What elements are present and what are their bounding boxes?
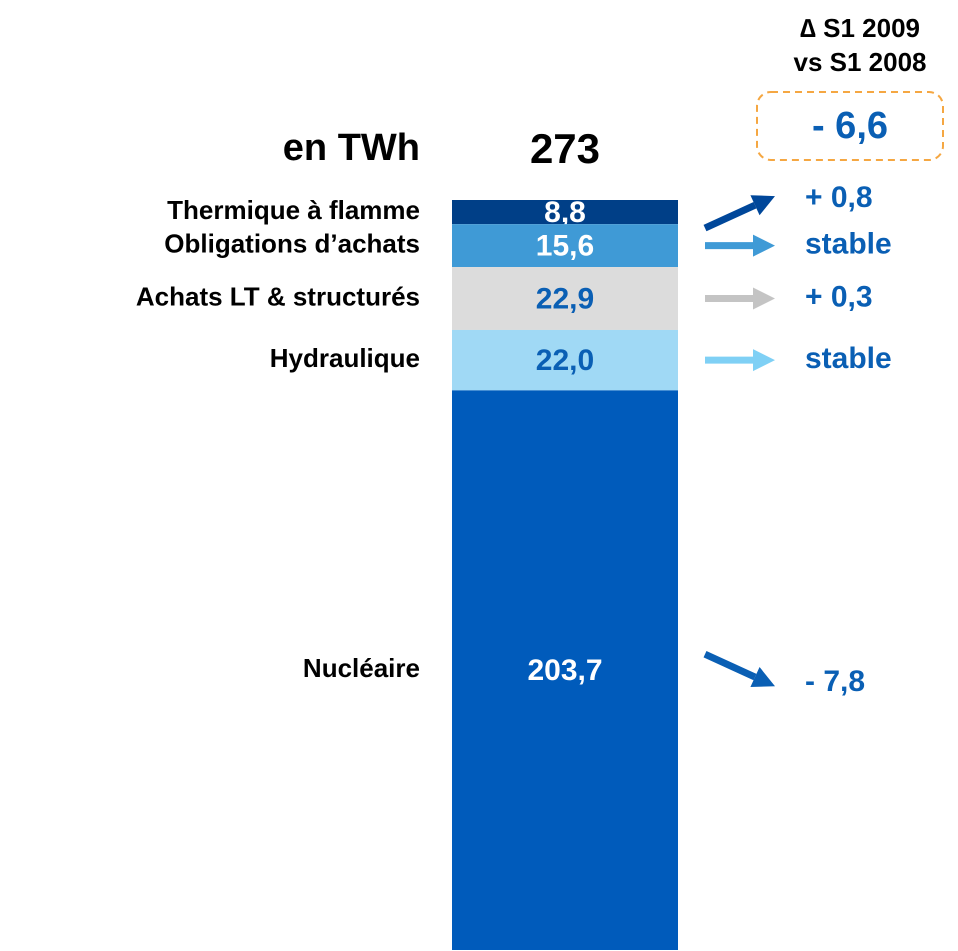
category-label: Thermique à flamme	[167, 195, 420, 225]
delta-arrow	[703, 651, 757, 681]
category-label: Nucléaire	[303, 653, 420, 683]
delta-title: vs S1 2008	[793, 47, 926, 77]
bar-segment	[452, 329, 678, 391]
category-label: Achats LT & structurés	[136, 281, 420, 311]
total-label: 273	[530, 125, 600, 172]
bar-segment	[452, 200, 678, 225]
delta-arrow	[703, 202, 757, 232]
value-label: 15,6	[536, 230, 594, 263]
delta-arrow-head	[750, 667, 775, 688]
category-label: Hydraulique	[270, 343, 420, 373]
delta-label: stable	[805, 342, 892, 375]
category-label: Obligations d’achats	[164, 228, 420, 258]
bar-segment	[452, 390, 678, 950]
value-label: 22,0	[536, 344, 594, 377]
value-label: 22,9	[536, 282, 594, 315]
value-label: 203,7	[527, 654, 602, 687]
delta-arrow-head	[750, 195, 775, 216]
delta-arrow-head	[753, 287, 775, 310]
delta-label: - 7,8	[805, 665, 865, 698]
total-delta: - 6,6	[812, 105, 888, 147]
delta-title: ∆ S1 2009	[800, 13, 920, 43]
value-label: 8,8	[544, 196, 586, 229]
total-delta-box	[756, 91, 944, 161]
delta-label: + 0,3	[805, 280, 873, 313]
bar-segment	[452, 267, 678, 330]
delta-arrow-head	[753, 349, 775, 372]
delta-label: stable	[805, 228, 892, 261]
delta-arrow-head	[753, 234, 775, 257]
bar-segment	[452, 224, 678, 268]
delta-label: + 0,8	[805, 181, 873, 214]
unit-label: en TWh	[283, 127, 420, 169]
